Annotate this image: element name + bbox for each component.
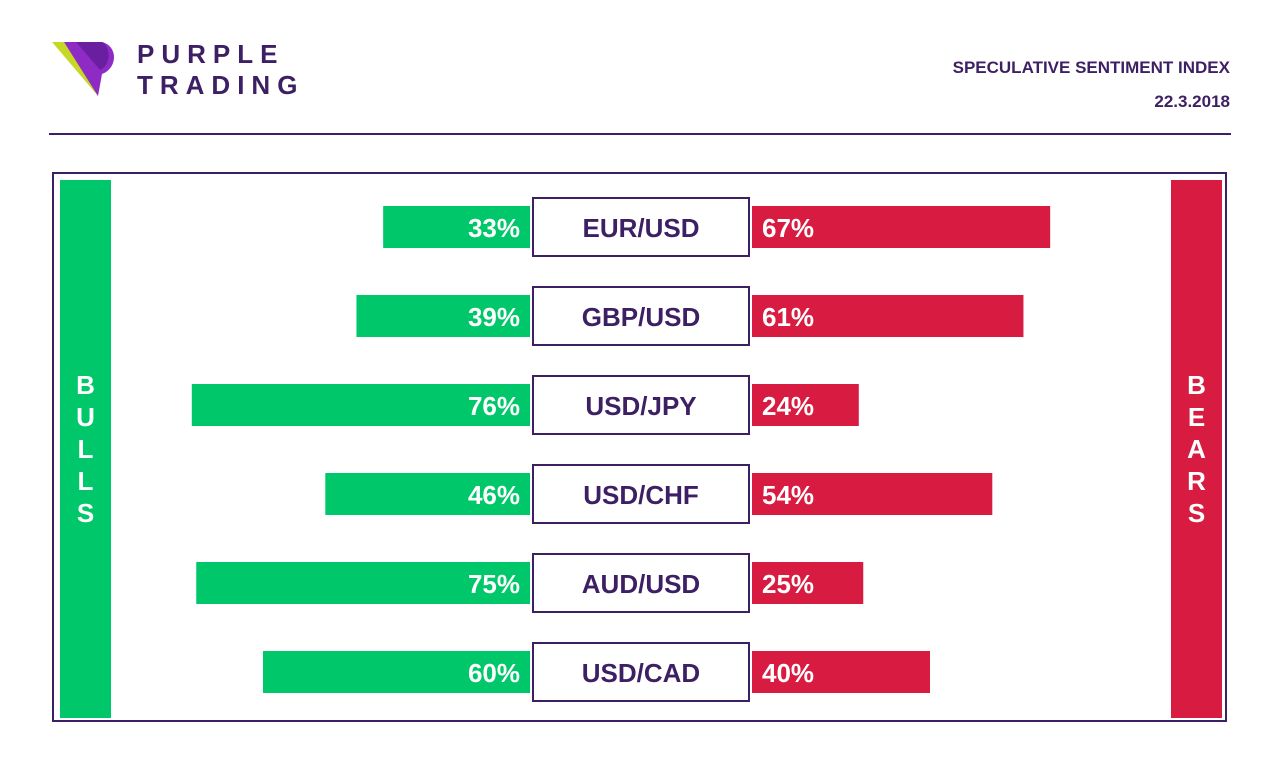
bears-bar <box>752 295 1024 337</box>
pair-box <box>532 553 750 613</box>
pair-label: GBP/USD <box>582 302 700 332</box>
header-divider <box>49 133 1231 135</box>
bulls-value-label: 60% <box>468 658 520 688</box>
index-title: SPECULATIVE SENTIMENT INDEX <box>952 58 1230 77</box>
brand-name-line1: PURPLE <box>137 39 285 69</box>
pair-label: EUR/USD <box>582 213 699 243</box>
bulls-bar <box>196 562 530 604</box>
pair-box <box>532 286 750 346</box>
bulls-bar <box>325 473 530 515</box>
bears-bar <box>752 562 864 604</box>
pair-box <box>532 197 750 257</box>
bears-bar <box>752 651 930 693</box>
bears-value-label: 54% <box>762 480 814 510</box>
pair-label: USD/CHF <box>583 480 699 510</box>
pair-box <box>532 464 750 524</box>
bears-bar <box>752 384 859 426</box>
pair-label: AUD/USD <box>582 569 700 599</box>
bulls-value-label: 76% <box>468 391 520 421</box>
bears-label: BEARS <box>1187 370 1206 528</box>
bulls-bar <box>383 206 530 248</box>
bulls-bar <box>356 295 530 337</box>
purple-trading-logo-icon <box>52 42 114 96</box>
pair-label: USD/CAD <box>582 658 700 688</box>
bulls-value-label: 46% <box>468 480 520 510</box>
bears-side-bar: BEARS <box>1171 180 1222 718</box>
bears-bar <box>752 206 1051 248</box>
bears-value-label: 61% <box>762 302 814 332</box>
pair-box <box>532 375 750 435</box>
bulls-value-label: 39% <box>468 302 520 332</box>
bulls-value-label: 75% <box>468 569 520 599</box>
pair-box <box>532 642 750 702</box>
pair-label: USD/JPY <box>585 391 696 421</box>
bears-value-label: 25% <box>762 569 814 599</box>
bears-value-label: 40% <box>762 658 814 688</box>
bears-value-label: 24% <box>762 391 814 421</box>
bulls-bar <box>263 651 530 693</box>
index-date: 22.3.2018 <box>1154 92 1230 111</box>
chart-frame <box>52 172 1227 722</box>
bulls-value-label: 33% <box>468 213 520 243</box>
bulls-label: BULLS <box>76 370 95 528</box>
brand-name-line2: TRADING <box>137 70 305 100</box>
bears-bar <box>752 473 993 515</box>
bulls-bar <box>191 384 531 426</box>
bulls-side-bar: BULLS <box>60 180 111 718</box>
bears-value-label: 67% <box>762 213 814 243</box>
